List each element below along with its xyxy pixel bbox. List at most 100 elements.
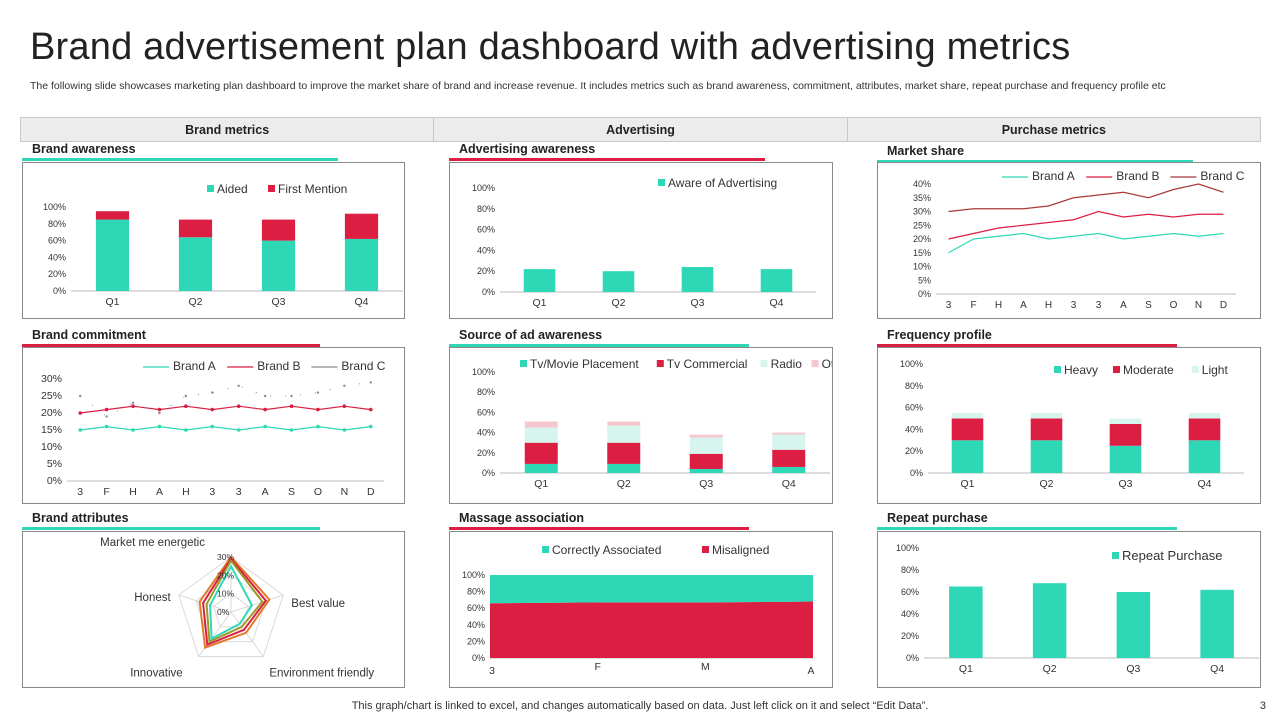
- advertising_awareness-xtick-label: Q2: [611, 297, 625, 309]
- source_of_ad_awareness-legend-label-radio: Radio: [771, 357, 803, 371]
- source_of_ad_awareness-ytick-label: 40%: [477, 428, 495, 438]
- underline: [877, 527, 1177, 530]
- source_of_ad_awareness-ytick-label: 80%: [477, 387, 495, 397]
- frequency_profile-bar-light-q3: [1109, 418, 1142, 424]
- brand_commitment-point-brand-b-9: [316, 407, 320, 412]
- brand_attributes-axis-label-innovative: Innovative: [130, 667, 182, 679]
- advertising_awareness-bar-aware-of-advertising-q4: [760, 269, 793, 292]
- source_of_ad_awareness-xtick-label: Q3: [699, 478, 713, 490]
- frequency_profile-bar-heavy-q4: [1188, 440, 1221, 473]
- brand_commitment-xtick-label: A: [262, 486, 269, 498]
- brand_awareness-legend-swatch-aided: [207, 185, 214, 192]
- frequency_profile-bar-moderate-q2: [1030, 418, 1063, 441]
- repeat_purchase-xtick-label: Q3: [1126, 663, 1140, 675]
- brand_commitment-point-brand-c-4: [184, 394, 188, 398]
- brand_commitment-ytick-label: 15%: [41, 424, 62, 436]
- frequency_profile-xtick-label: Q2: [1039, 478, 1053, 490]
- chart-market-share[interactable]: Brand A Brand B Brand C 0% 5% 10% 15% 20% 25% 30%…: [877, 162, 1261, 319]
- frequency_profile-legend-swatch-moderate: [1113, 366, 1120, 373]
- brand_attributes-grid-spoke: [178, 594, 232, 613]
- source_of_ad_awareness-bar-tv-movie-placement-q1: [524, 463, 558, 473]
- source_of_ad_awareness-xtick-label: Q2: [617, 478, 631, 490]
- advertising_awareness-ytick-label: 20%: [477, 266, 495, 276]
- source_of_ad_awareness-ytick-label: 20%: [477, 448, 495, 458]
- brand_commitment-point-brand-a-7: [263, 424, 267, 429]
- brand_awareness-bar-first-mention-q4: [344, 213, 379, 239]
- brand_awareness-bar-aided-q3: [261, 240, 296, 291]
- advertising_awareness-xtick-label: Q4: [769, 297, 783, 309]
- market_share-xtick-label: 3: [1071, 300, 1077, 311]
- chart-source-of-ad-awareness[interactable]: Tv/Movie Placement Tv Commercial Radio Othe…: [449, 347, 833, 504]
- brand_commitment-point-brand-a-1: [104, 424, 109, 429]
- chart-repeat-purchase[interactable]: Repeat Purchase 0% 20% 40% 60% 80% 100% Q1 Q2 Q3 Q…: [877, 531, 1261, 688]
- brand_commitment-point-brand-a-4: [184, 428, 188, 432]
- brand_attributes-grid-ring: [178, 556, 284, 657]
- frequency_profile-xtick-label: Q4: [1197, 478, 1211, 490]
- brand_attributes-rtick-label: 20%: [217, 570, 234, 580]
- source_of_ad_awareness-bar-radio-q3: [689, 437, 723, 454]
- market_share-xtick-label: 3: [1096, 300, 1102, 311]
- repeat_purchase-ytick-label: 80%: [901, 565, 919, 575]
- massage_association-xtick-label: A: [807, 665, 814, 677]
- market_share-ytick-label: 10%: [913, 262, 931, 272]
- brand_commitment-point-brand-b-0: [78, 411, 83, 415]
- brand_commitment-point-brand-c-6: [237, 384, 240, 387]
- brand_attributes-grid-spoke: [230, 611, 264, 657]
- source_of_ad_awareness-bar-tv-commercial-q1: [524, 442, 558, 464]
- market_share-xtick-label: A: [1020, 300, 1027, 311]
- brand_commitment-point-brand-b-7: [263, 407, 267, 412]
- chart-brand-attributes[interactable]: 0% 10% 20% 30% Market me energetic Best value…: [22, 531, 405, 688]
- brand_commitment-ytick-label: 20%: [41, 407, 62, 419]
- market_share-xtick-label: H: [995, 300, 1002, 311]
- market_share-ytick-label: 35%: [913, 193, 931, 203]
- source_of_ad_awareness-ytick-label: 60%: [477, 407, 495, 417]
- panel-title-market-share: Market share: [887, 144, 965, 158]
- massage_association-legend-swatch-correctly-associated: [542, 546, 549, 553]
- source_of_ad_awareness-legend-swatch-other: [811, 360, 819, 367]
- chart-massage-association[interactable]: Correctly Associated Misaligned 0% 20% 40% 60…: [449, 531, 833, 688]
- source_of_ad_awareness-legend-swatch-tv-movie-placement: [520, 360, 527, 367]
- underline: [877, 160, 1193, 163]
- brand_commitment-line-brand-c: [79, 381, 371, 417]
- massage_association-xtick-label: F: [594, 661, 600, 673]
- source_of_ad_awareness-legend-label-other: Other: [822, 357, 832, 371]
- brand_awareness-ytick-label: 60%: [48, 236, 66, 246]
- underline: [449, 344, 749, 347]
- panel-title-repeat-purchase: Repeat purchase: [887, 511, 988, 525]
- brand_attributes-grid-spoke: [230, 594, 284, 613]
- chart-frequency-profile[interactable]: Heavy Moderate Light 0% 20% 40% 60% 80% 100% Q1 Q2…: [877, 347, 1261, 504]
- brand_commitment-xtick-label: 3: [77, 486, 83, 498]
- chart-advertising-awareness[interactable]: Aware of Advertising 0% 20% 40% 60% 80% 100% Q1…: [449, 162, 833, 319]
- market_share-ytick-label: 0%: [918, 289, 931, 299]
- brand_awareness-xtick-label: Q1: [105, 296, 119, 308]
- brand_attributes-series-brand-d: [209, 564, 254, 641]
- market_share-xtick-label: F: [970, 300, 976, 311]
- market_share-xtick-label: H: [1045, 300, 1052, 311]
- brand_commitment-point-brand-a-9: [316, 424, 320, 429]
- frequency_profile-bar-moderate-q1: [951, 418, 984, 441]
- brand_commitment-point-brand-a-11: [368, 424, 373, 429]
- massage_association-area-correctly-associated: [490, 575, 813, 604]
- brand_awareness-legend-label-aided: Aided: [217, 182, 248, 196]
- frequency_profile-legend-label-moderate: Moderate: [1123, 363, 1174, 377]
- panel-title-brand-commitment: Brand commitment: [32, 328, 146, 342]
- chart-brand-commitment[interactable]: Brand A Brand B Brand C 0% 5% 10% 15% 20% 25% 30%…: [22, 347, 405, 504]
- massage_association-ytick-label: 20%: [467, 636, 485, 646]
- market_share-ytick-label: 20%: [913, 234, 931, 244]
- advertising_awareness-ytick-label: 40%: [477, 245, 495, 255]
- brand_commitment-point-brand-a-6: [236, 428, 241, 432]
- frequency_profile-ytick-label: 60%: [905, 403, 923, 413]
- brand_commitment-legend-label-brand-b: Brand B: [257, 359, 300, 373]
- massage_association-area-misaligned: [490, 601, 813, 658]
- market_share-legend-label-brand-b: Brand B: [1116, 169, 1159, 183]
- advertising_awareness-ytick-label: 100%: [472, 183, 495, 193]
- header-purchase-metrics: Purchase metrics: [847, 118, 1260, 141]
- brand_commitment-ytick-label: 25%: [41, 390, 62, 402]
- brand_commitment-line-brand-a: [80, 425, 371, 431]
- source_of_ad_awareness-bar-tv-movie-placement-q4: [772, 466, 806, 473]
- repeat_purchase-ytick-label: 60%: [901, 587, 919, 597]
- chart-brand-awareness[interactable]: Aided First Mention 0% 20% 40% 60% 80% 100% Q1 Q2…: [22, 162, 405, 319]
- brand_attributes-grid-ring: [195, 574, 267, 643]
- brand_attributes-axis-label-environment-friendly: Environment friendly: [269, 667, 374, 679]
- frequency_profile-ytick-label: 100%: [900, 359, 923, 369]
